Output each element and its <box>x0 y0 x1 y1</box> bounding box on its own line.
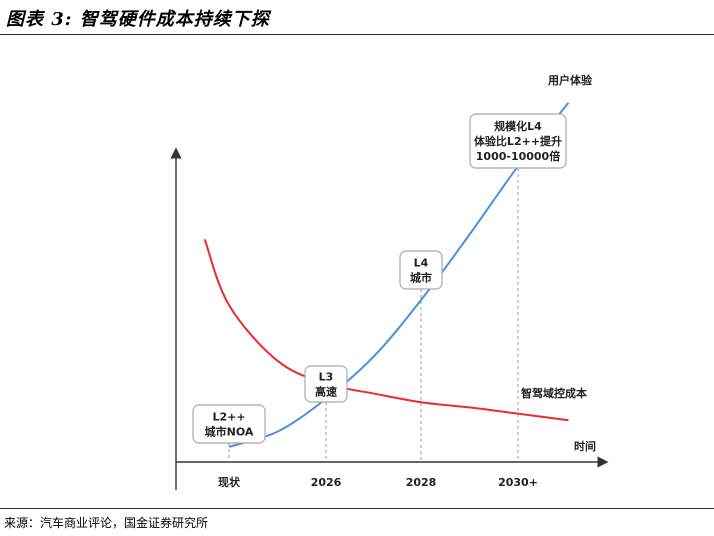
chart-series <box>203 102 570 448</box>
x-tick-label: 2030+ <box>498 476 538 489</box>
x-tick-labels: 现状 2026 2028 2030+ <box>218 475 538 489</box>
milestone-guides <box>228 168 519 462</box>
milestone-text: 1000-10000倍 <box>476 149 560 163</box>
milestone-text: 规模化L4 <box>494 119 542 133</box>
x-axis-label: 时间 <box>574 439 596 453</box>
milestone-text: L4 <box>414 257 429 270</box>
x-tick-label: 现状 <box>218 475 241 489</box>
chart-axes: 时间 <box>170 147 609 490</box>
milestone-box: L2++城市NOA <box>192 404 266 444</box>
series-label-user-experience: 用户体验 <box>548 73 593 87</box>
source-note: 来源：汽车商业评论，国金证券研究所 <box>4 516 209 530</box>
title-divider <box>0 34 714 35</box>
milestone-box-frame <box>304 365 348 403</box>
milestone-text: L3 <box>319 371 334 384</box>
milestone-text: 高速 <box>315 385 337 399</box>
milestone-text: 城市 <box>410 271 432 285</box>
domain-controller-cost-line <box>203 239 569 422</box>
source-divider <box>0 508 714 509</box>
milestone-box-frame <box>399 250 443 290</box>
user-experience-line <box>228 102 570 448</box>
milestone-text: 城市NOA <box>205 425 254 439</box>
milestone-text: L2++ <box>212 411 245 424</box>
figure-title: 图表 3: 智驾硬件成本持续下探 <box>6 9 270 30</box>
x-tick-label: 2028 <box>406 476 437 489</box>
milestone-box-frame <box>469 113 567 169</box>
milestone-text: 体验比L2++提升 <box>474 134 562 148</box>
milestone-box-frame <box>192 404 266 444</box>
series-label-domain-controller-cost: 智驾域控成本 <box>521 386 587 400</box>
x-tick-label: 2026 <box>311 476 342 489</box>
